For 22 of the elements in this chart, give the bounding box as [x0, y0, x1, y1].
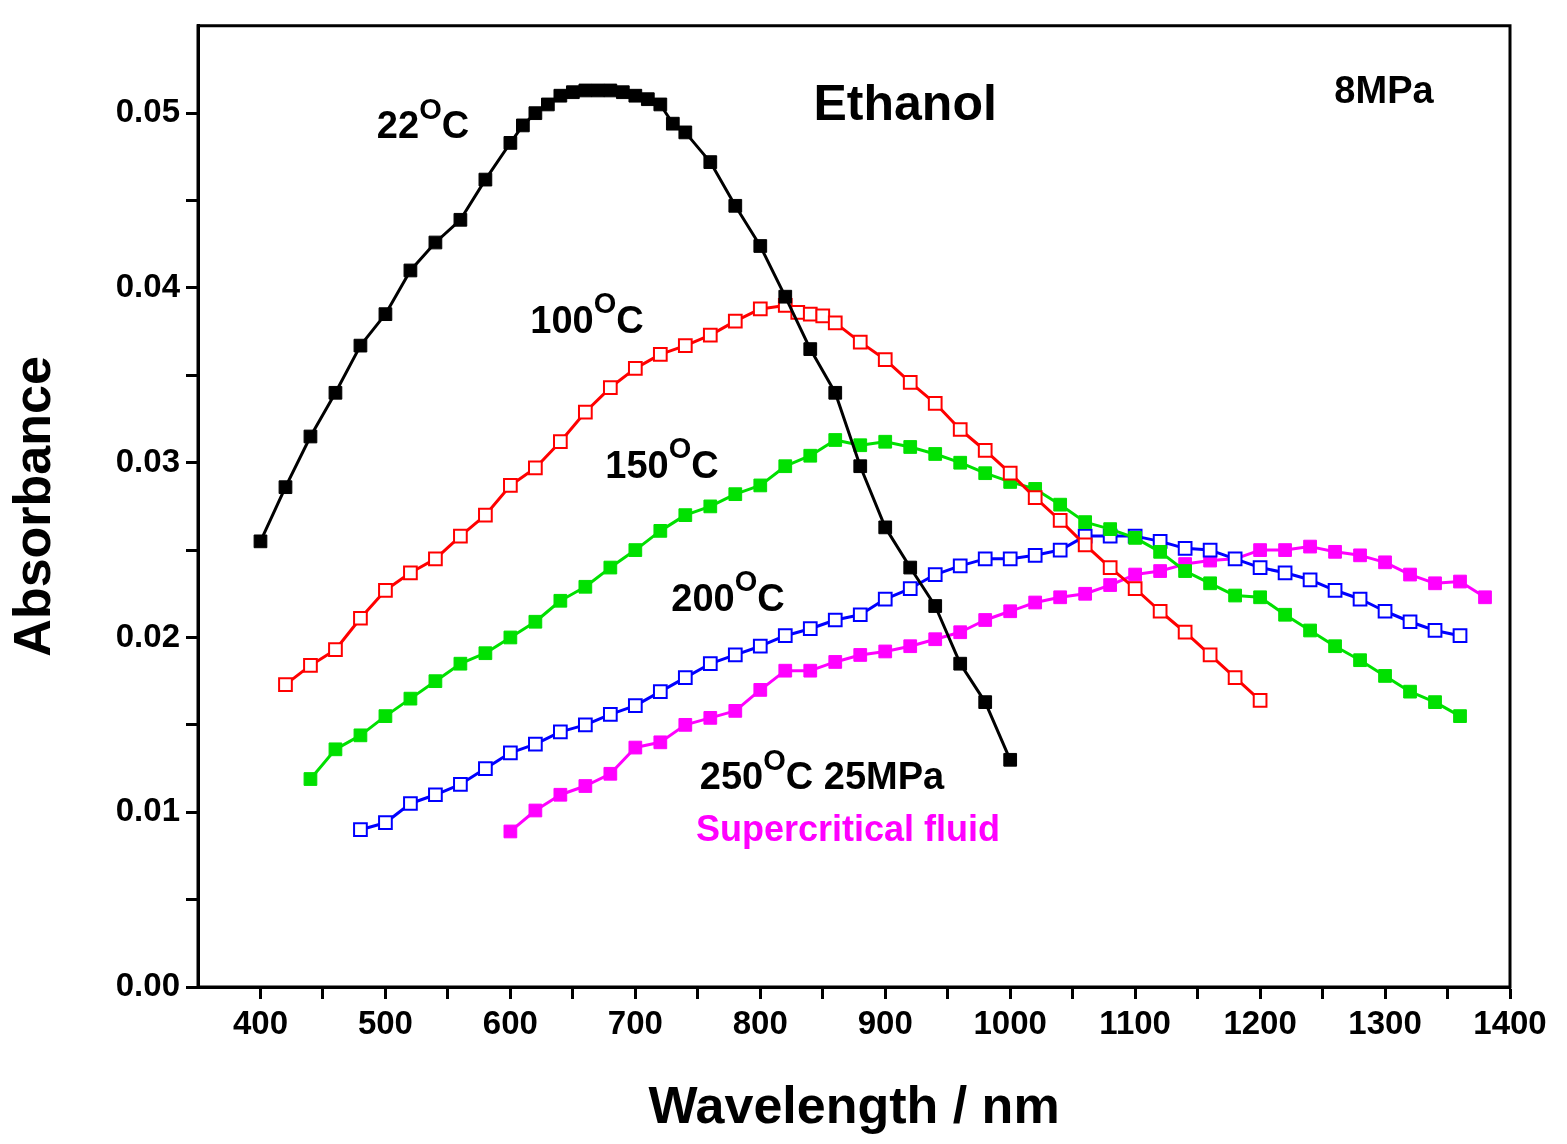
x-tick-label: 700 [607, 1003, 663, 1041]
x-tick-label: 600 [482, 1003, 538, 1041]
x-tick-label: 1000 [973, 1003, 1047, 1041]
x-tick-label: 400 [232, 1003, 289, 1041]
text: 8MPa [1334, 69, 1435, 112]
x-tick-label: 1400 [1473, 1003, 1547, 1041]
annotation: Supercritical fluid [695, 807, 1001, 849]
y-tick-label: 0.04 [115, 267, 181, 305]
x-tick-label: 900 [857, 1003, 913, 1041]
y-tick-label: 0.05 [115, 92, 180, 130]
y-axis-title: Absorbance [2, 356, 61, 657]
text: Ethanol [813, 74, 997, 131]
x-tick-label: 800 [732, 1003, 788, 1041]
x-tick-label: 500 [357, 1003, 413, 1041]
y-tick-label: 0.02 [115, 616, 180, 654]
y-tick-label: 0.03 [115, 441, 180, 479]
x-axis-title: Wavelength / nm [648, 1076, 1060, 1135]
y-tick-label: 0.01 [115, 791, 180, 829]
x-tick-label: 1300 [1348, 1003, 1422, 1041]
x-tick-label: 1100 [1099, 1003, 1171, 1041]
y-tick-label: 0.00 [115, 966, 180, 1004]
x-tick-label: 1200 [1223, 1003, 1297, 1041]
